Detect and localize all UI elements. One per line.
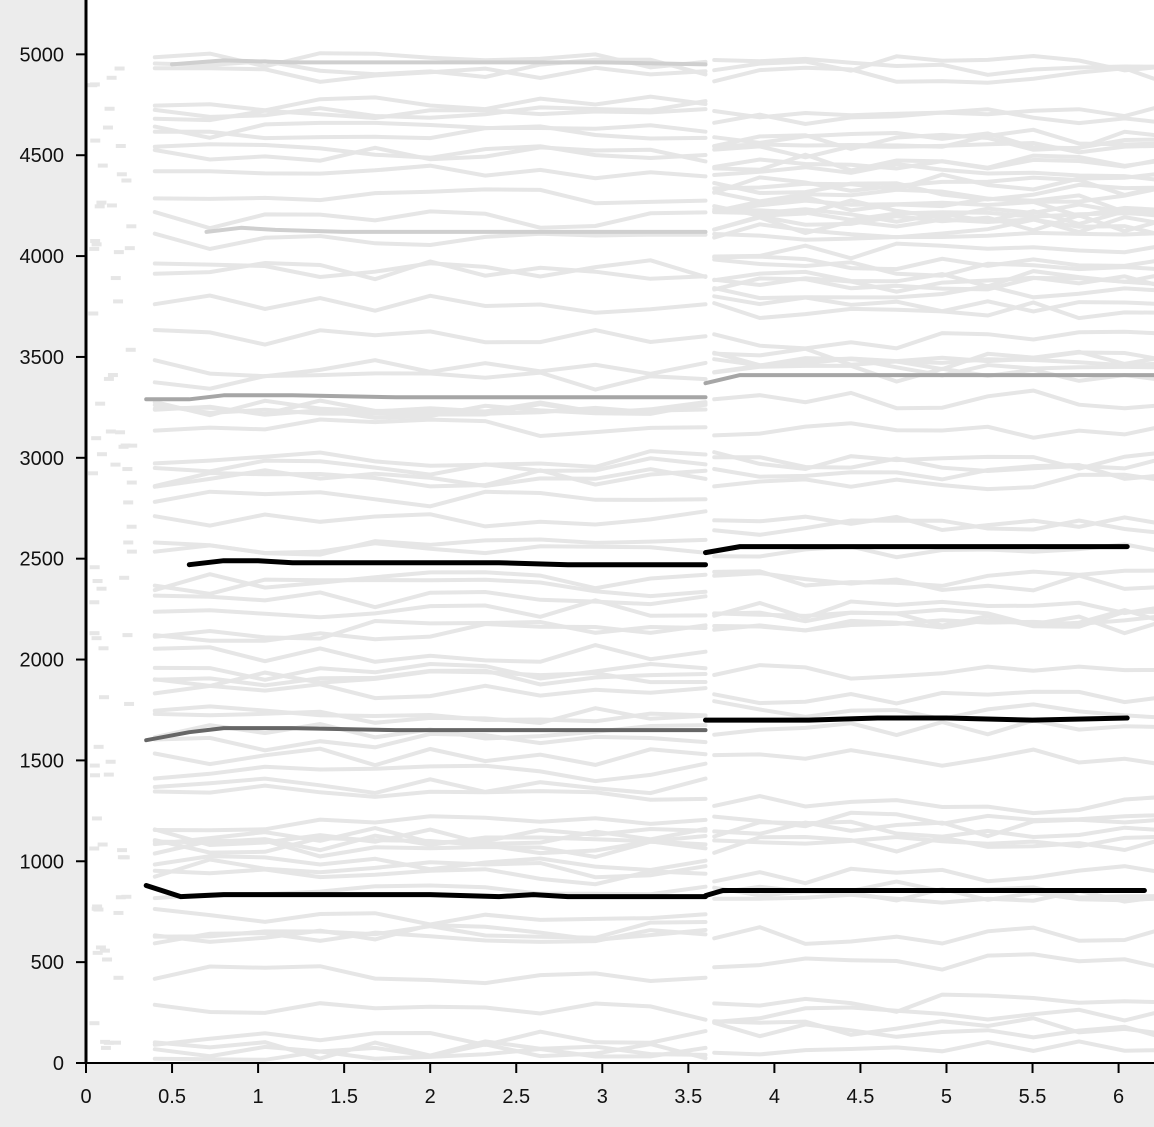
x-tick-label: 0 [80,1086,91,1108]
x-tick-label: 4 [769,1086,780,1108]
x-tick-label: 0.5 [158,1086,186,1108]
x-tick-label: 2 [425,1086,436,1108]
x-tick-label: 3 [597,1086,608,1108]
y-tick-label: 500 [31,952,64,974]
series-line-3 [706,718,1128,720]
y-tick-label: 0 [53,1053,64,1075]
y-tick-label: 4000 [20,246,65,268]
y-tick-label: 5000 [20,44,65,66]
x-tick-label: 1 [253,1086,264,1108]
y-tick-label: 1000 [20,851,65,873]
x-tick-label: 3.5 [674,1086,702,1108]
x-tick-label: 2.5 [502,1086,530,1108]
x-tick-label: 5.5 [1019,1086,1047,1108]
x-tick-label: 6 [1113,1086,1124,1108]
y-tick-label: 2500 [20,549,65,571]
x-tick-label: 4.5 [847,1086,875,1108]
x-tick-label: 5 [941,1086,952,1108]
x-tick-label: 1.5 [330,1086,358,1108]
y-tick-label: 4500 [20,145,65,167]
y-tick-label: 3000 [20,448,65,470]
y-tick-label: 3500 [20,347,65,369]
y-tick-label: 1500 [20,750,65,772]
y-tick-label: 2000 [20,650,65,672]
